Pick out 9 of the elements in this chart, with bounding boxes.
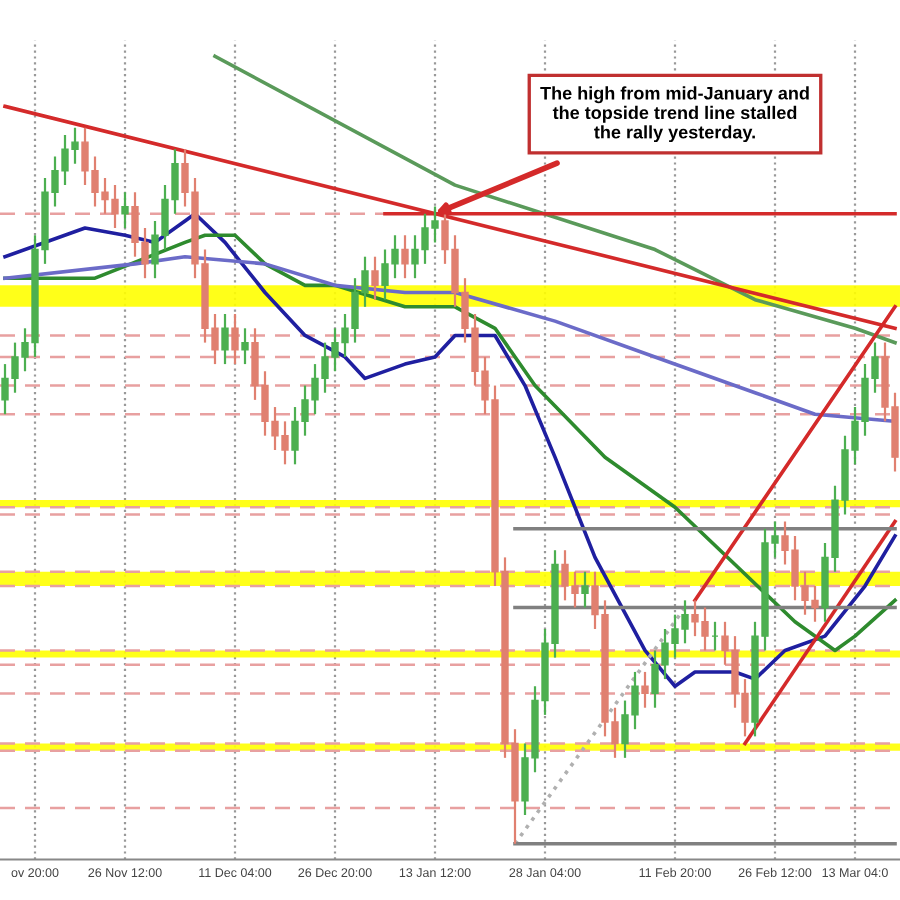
candlestick	[641, 670, 649, 709]
candlestick	[241, 327, 249, 366]
candlestick	[401, 234, 409, 280]
candlestick	[371, 255, 379, 301]
candlestick	[581, 570, 589, 609]
candlestick	[221, 312, 229, 366]
annotation: The high from mid-January and the topside trend line stalled the rally yesterday.	[540, 86, 809, 143]
candlestick	[231, 312, 239, 366]
candlestick	[121, 191, 129, 230]
